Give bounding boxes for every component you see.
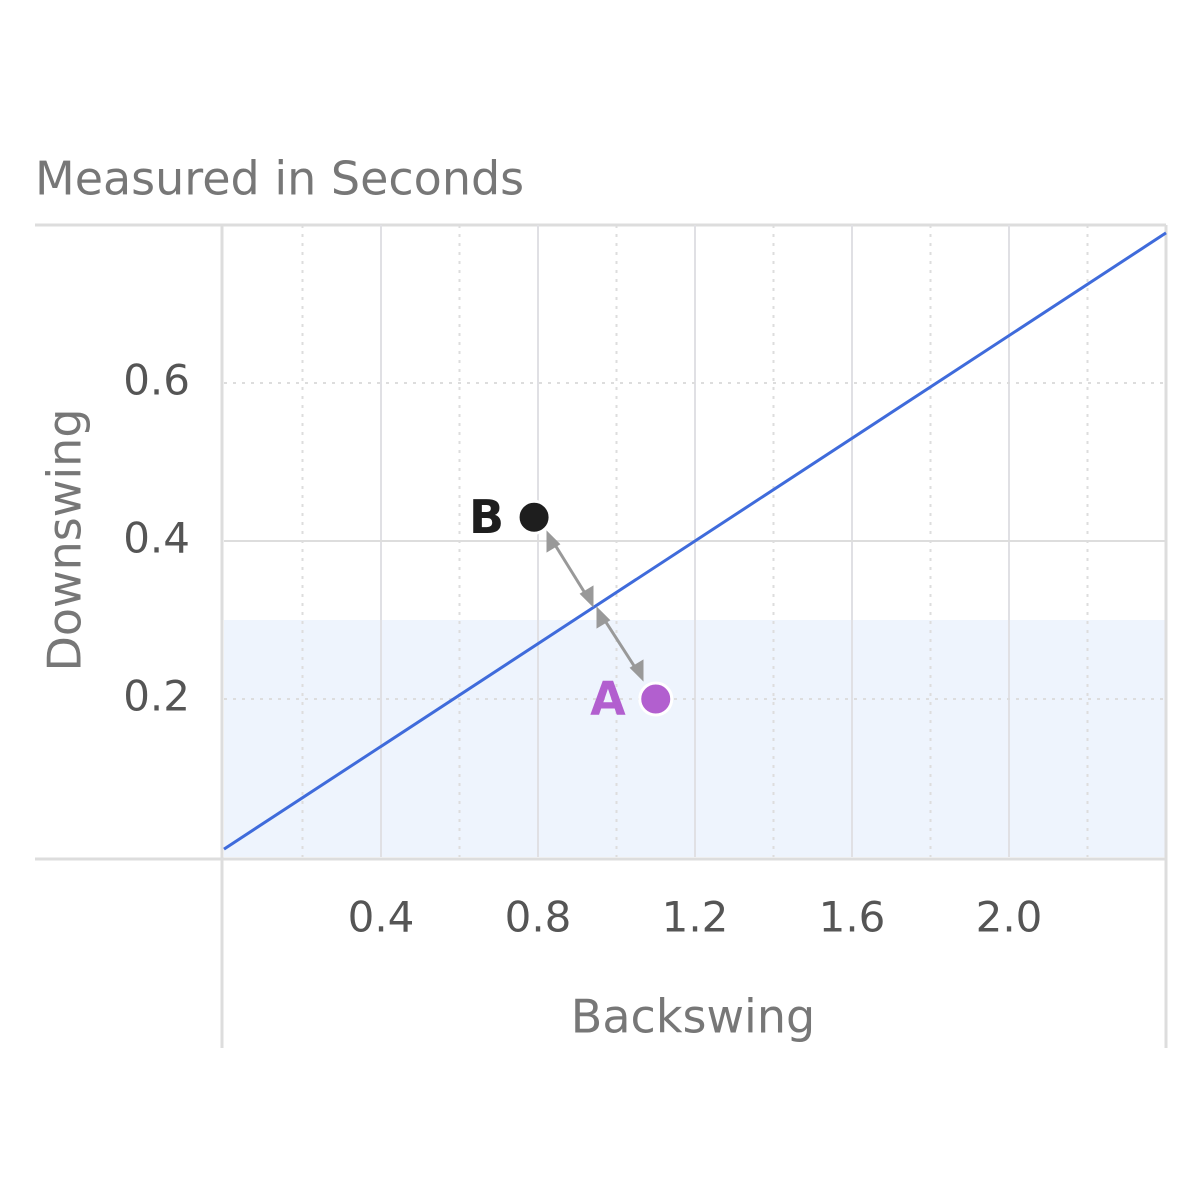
- chart-title: Measured in Seconds: [35, 152, 524, 206]
- x-tick-label: 1.6: [819, 893, 886, 942]
- x-tick-label: 2.0: [976, 893, 1043, 942]
- x-tick-label: 1.2: [662, 893, 729, 942]
- x-tick-label: 0.4: [348, 893, 415, 942]
- y-axis-label: Downswing: [38, 408, 92, 671]
- distance-arrows: [546, 530, 644, 682]
- plot: 0.4 0.8 1.2 1.6 2.0 0.2 0.4 0.6 B A: [35, 223, 1168, 1048]
- y-tick-label: 0.4: [123, 514, 190, 563]
- x-axis-label: Backswing: [571, 990, 815, 1044]
- point: [638, 681, 674, 717]
- point: [516, 499, 552, 535]
- point-label: B: [469, 490, 504, 544]
- point-label: A: [590, 672, 626, 726]
- reference-line: [223, 231, 1167, 851]
- y-tick-label: 0.6: [123, 356, 190, 405]
- x-tick-label: 0.8: [505, 893, 572, 942]
- y-tick-label: 0.2: [123, 672, 190, 721]
